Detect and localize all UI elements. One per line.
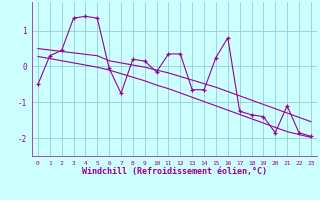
- X-axis label: Windchill (Refroidissement éolien,°C): Windchill (Refroidissement éolien,°C): [82, 167, 267, 176]
